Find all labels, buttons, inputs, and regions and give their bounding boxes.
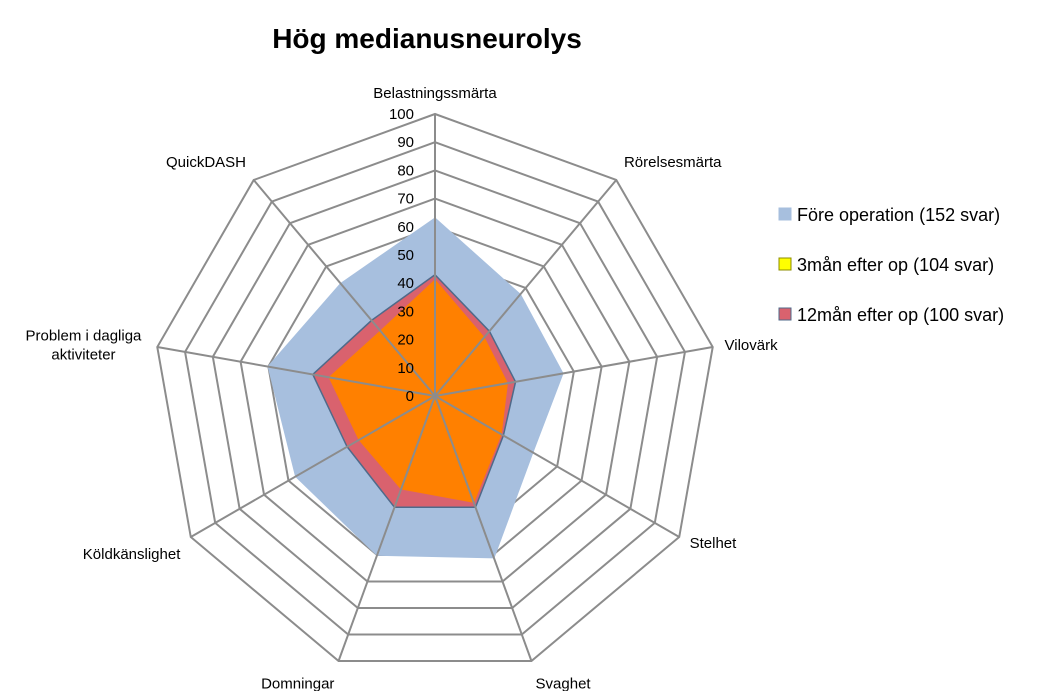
legend-label: 12mån efter op (100 svar) [797, 305, 1004, 325]
spoke [434, 179, 618, 397]
legend-swatch [778, 257, 792, 271]
axis-label-line: Vilovärk [725, 337, 779, 354]
tick-label: 70 [397, 191, 414, 208]
radar-series [267, 217, 564, 559]
axis-label: Domningar [261, 675, 334, 691]
axis-label: QuickDASH [166, 154, 246, 171]
tick-label: 90 [397, 134, 414, 151]
grid-ring [184, 141, 686, 636]
tick-label: 10 [397, 360, 414, 377]
axis-label-line: Stelhet [690, 535, 738, 552]
tick-label: 20 [397, 332, 414, 349]
legend-swatch [778, 307, 792, 321]
spoke [157, 346, 436, 397]
axis-label: Problem i dagliga aktiviteter [26, 327, 143, 363]
tick-label: 50 [397, 247, 414, 264]
tick-label: 40 [397, 275, 414, 292]
axis-label: Belastningssmärta [373, 85, 497, 102]
axis-label-line: Belastningssmärta [373, 85, 497, 102]
axis-label-line: Rörelsesmärta [624, 154, 722, 171]
legend-label: Före operation (152 svar) [797, 205, 1000, 225]
tick-label: 100 [389, 106, 414, 123]
axis-label-line: Svaghet [536, 675, 592, 691]
grid-ring [239, 197, 631, 583]
axis-label-line: aktiviteter [51, 346, 115, 363]
tick-label: 0 [406, 388, 414, 405]
axis-label: Stelhet [690, 535, 738, 552]
spoke [190, 395, 436, 538]
grid-ring [156, 112, 714, 662]
legend-label: 3mån efter op (104 svar) [797, 255, 994, 275]
legend-swatch [778, 207, 792, 221]
axis-label-line: Domningar [261, 675, 334, 691]
axis-label-line: QuickDASH [166, 154, 246, 171]
axis-label: Vilovärk [725, 337, 779, 354]
spoke [434, 395, 533, 662]
spoke [337, 395, 436, 662]
axis-label: Köldkänslighet [83, 546, 181, 563]
grid-ring [211, 169, 659, 609]
spoke [252, 179, 436, 397]
axis-labels: Belastningssmärta Rörelsesmärta Vilovärk St… [26, 85, 779, 691]
radar-spokes [157, 114, 713, 662]
axis-label-line: Problem i dagliga [26, 327, 143, 344]
tick-labels: 0 10 20 30 40 50 60 70 80 90 100 [389, 106, 414, 405]
series-area-2 [328, 279, 508, 503]
spoke [434, 395, 680, 538]
chart-title: Hög medianusneurolys [272, 23, 582, 54]
tick-label: 60 [397, 219, 414, 236]
axis-label-line: Köldkänslighet [83, 546, 181, 563]
tick-label: 30 [397, 303, 414, 320]
spoke [434, 346, 713, 397]
axis-label: Svaghet [536, 675, 592, 691]
axis-label: Rörelsesmärta [624, 154, 722, 171]
legend: Före operation (152 svar) 3mån efter op (… [778, 205, 1004, 325]
tick-label: 80 [397, 162, 414, 179]
